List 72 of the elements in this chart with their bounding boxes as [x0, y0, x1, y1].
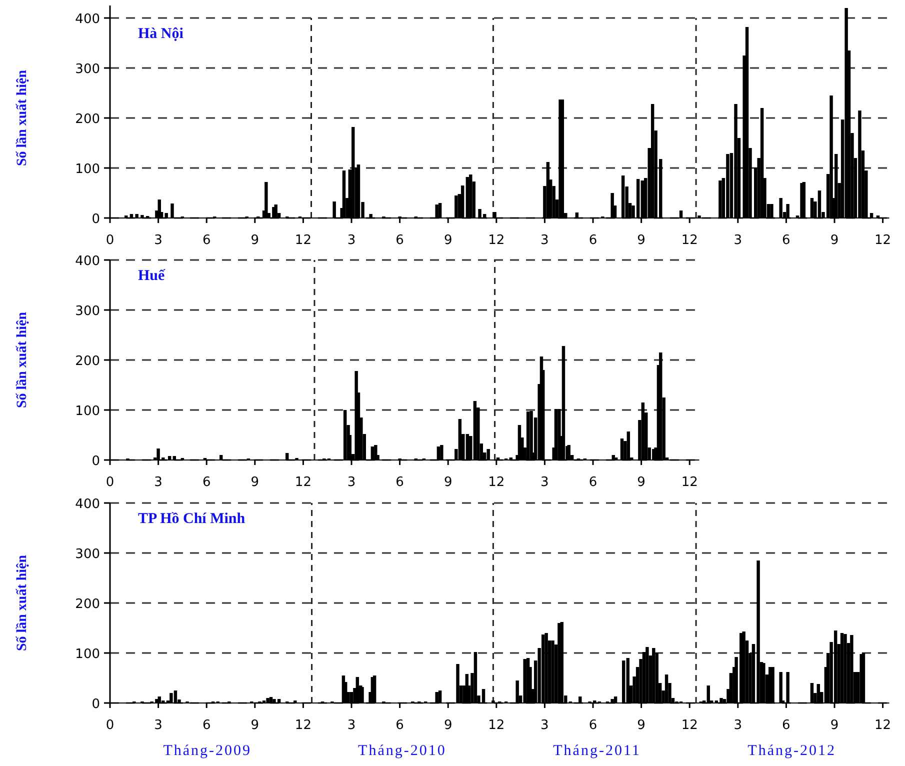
x-tick-label: 6 [588, 718, 598, 733]
x-tick-label: 12 [681, 475, 698, 490]
text: TP Hồ Chí Minh [138, 511, 246, 527]
x-tick-label: 6 [202, 718, 211, 733]
x-tick-label: 12 [488, 233, 505, 248]
x-tick-label: 6 [396, 475, 404, 490]
x-tick-label: 3 [540, 718, 549, 733]
x-tick-label: 9 [637, 718, 646, 733]
x-tick-label: 12 [488, 475, 505, 490]
x-tick-label: 3 [540, 233, 549, 248]
text: Hà Nội [138, 26, 184, 42]
x-tick-label: 9 [250, 718, 260, 733]
x-tick-label: 6 [396, 718, 404, 733]
x-tick-label: 12 [681, 233, 698, 248]
x-tick-label: 12 [294, 475, 312, 490]
y-tick-label: 300 [75, 547, 100, 562]
x-tick-label: 6 [202, 233, 211, 248]
y-tick-label: 200 [75, 597, 100, 612]
x-tick-label: 9 [830, 233, 839, 248]
y-tick-label: 0 [92, 697, 100, 712]
y-axis-title: Số lần xuất hiện [15, 554, 30, 652]
x-tick-label: 12 [681, 718, 698, 733]
x-tick-label: 9 [444, 718, 452, 733]
x-tick-label: 3 [734, 233, 742, 248]
y-tick-label: 400 [75, 254, 100, 269]
x-tick-label: 12 [294, 233, 312, 248]
y-tick-label: 0 [92, 454, 100, 469]
x-tick-label: 3 [540, 475, 549, 490]
y-tick-label: 100 [75, 162, 100, 177]
x-tick-label: 9 [250, 233, 260, 248]
x-tick-label: 6 [588, 475, 598, 490]
y-tick-label: 300 [75, 62, 100, 77]
y-tick-label: 100 [75, 647, 100, 662]
y-tick-label: 200 [75, 112, 100, 127]
x-tick-label: 9 [830, 718, 839, 733]
text: Tháng-2012 [748, 743, 836, 759]
y-tick-label: 200 [75, 354, 100, 369]
x-tick-label: 9 [444, 233, 452, 248]
y-tick-label: 0 [92, 212, 100, 227]
y-axis-title: Số lần xuất hiện [15, 70, 30, 166]
y-axis-title: Số lần xuất hiện [15, 312, 30, 408]
x-tick-label: 0 [106, 718, 114, 733]
x-tick-label: 3 [154, 718, 162, 733]
y-tick-label: 300 [75, 304, 100, 319]
x-tick-label: 3 [347, 475, 356, 490]
x-tick-label: 6 [782, 718, 790, 733]
x-tick-label: 3 [154, 475, 162, 490]
x-tick-label: 3 [154, 233, 162, 248]
text: Tháng-2009 [163, 743, 252, 759]
text: Tháng-2011 [553, 743, 641, 759]
x-tick-label: 12 [874, 718, 892, 733]
x-tick-label: 12 [294, 718, 312, 733]
text: Huế [138, 268, 166, 284]
x-tick-label: 6 [202, 475, 211, 490]
text: Tháng-2010 [358, 743, 446, 759]
y-tick-label: 400 [75, 12, 100, 27]
y-tick-label: 100 [75, 404, 100, 419]
x-tick-label: 6 [782, 233, 790, 248]
x-tick-label: 9 [637, 475, 646, 490]
x-tick-label: 9 [250, 475, 260, 490]
x-tick-label: 0 [106, 233, 114, 248]
x-tick-label: 3 [347, 233, 356, 248]
x-tick-label: 12 [874, 233, 892, 248]
x-tick-label: 0 [106, 475, 114, 490]
x-tick-label: 9 [444, 475, 452, 490]
x-tick-label: 6 [396, 233, 404, 248]
x-tick-label: 9 [637, 233, 646, 248]
x-tick-label: 3 [347, 718, 356, 733]
y-tick-label: 400 [75, 497, 100, 512]
x-tick-label: 12 [488, 718, 505, 733]
x-tick-label: 6 [588, 233, 598, 248]
x-tick-label: 3 [734, 718, 742, 733]
